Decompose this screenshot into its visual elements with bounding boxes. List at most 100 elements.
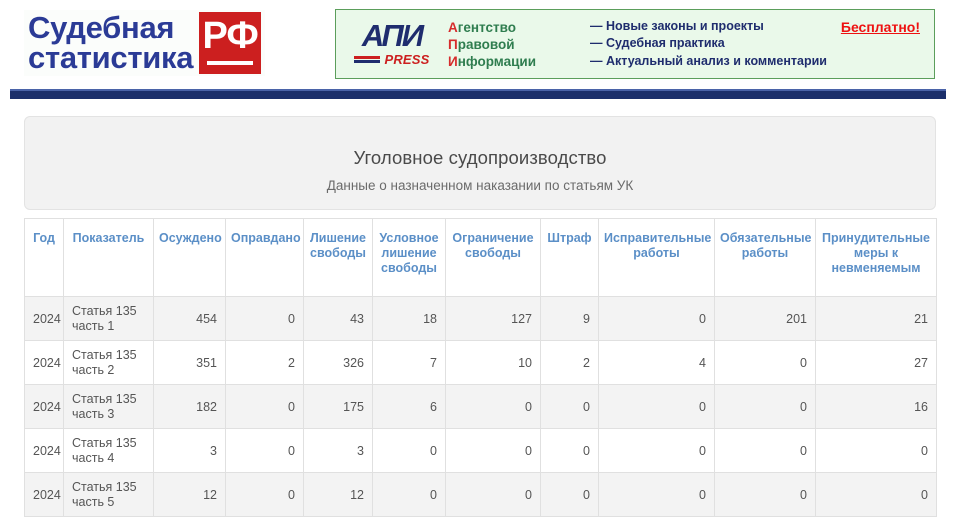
banner-org-line-1: Агентство [448,19,516,35]
cell-convicted: 182 [153,384,226,429]
api-press-logo: АПИ PRESS [346,18,438,67]
cell-indicator: Статья 135 часть 1 [63,296,154,341]
cell-imprisonment: 3 [303,428,373,473]
cell-fine: 2 [540,340,599,385]
rf-badge-text: РФ [202,15,259,57]
cell-indicator: Статья 135 часть 2 [63,340,154,385]
column-header-indicator[interactable]: Показатель [63,218,154,297]
column-header-year[interactable]: Год [24,218,64,297]
cell-compulsory: 21 [815,296,937,341]
cell-convicted: 3 [153,428,226,473]
banner-bullet-2: — Судебная практика [590,36,725,51]
cell-fine: 0 [540,384,599,429]
cell-year: 2024 [24,296,64,341]
table-row[interactable]: 2024 Статья 135 часть 2 351 2 326 7 10 2… [24,340,937,385]
cell-obligatory: 0 [714,428,816,473]
cell-corrective: 0 [598,428,715,473]
cell-acquitted: 2 [225,340,304,385]
cell-restriction: 10 [445,340,541,385]
api-mark-text: АПИ [361,18,424,53]
cell-year: 2024 [24,472,64,517]
cell-obligatory: 0 [714,340,816,385]
cell-imprisonment: 12 [303,472,373,517]
statistics-table: Год Показатель Осуждено Оправдано Лишени… [24,218,937,517]
banner-free-label[interactable]: Бесплатно! [840,19,920,35]
cell-compulsory: 16 [815,384,937,429]
cell-restriction: 0 [445,428,541,473]
header-divider-bar [10,89,946,99]
cell-obligatory: 0 [714,472,816,517]
site-header: Судебная статистика РФ АПИ PRESS [0,0,958,99]
table-row[interactable]: 2024 Статья 135 часть 1 454 0 43 18 127 … [24,296,937,341]
cell-compulsory: 0 [815,472,937,517]
table-row[interactable]: 2024 Статья 135 часть 4 3 0 3 0 0 0 0 0 … [24,428,937,473]
cell-acquitted: 0 [225,428,304,473]
cell-year: 2024 [24,384,64,429]
cell-compulsory: 27 [815,340,937,385]
banner-org-name: Агентство Правовой Информации [448,19,576,70]
cell-year: 2024 [24,340,64,385]
table-header: Год Показатель Осуждено Оправдано Лишени… [24,218,937,297]
cell-suspended: 6 [372,384,446,429]
cell-imprisonment: 326 [303,340,373,385]
cell-indicator: Статья 135 часть 5 [63,472,154,517]
cell-suspended: 0 [372,428,446,473]
cell-obligatory: 201 [714,296,816,341]
column-header-fine[interactable]: Штраф [540,218,599,297]
advertisement-banner[interactable]: АПИ PRESS Агентство Правовой Информации … [335,9,935,79]
banner-org-line-3: Информации [448,53,537,69]
cell-suspended: 7 [372,340,446,385]
cell-restriction: 127 [445,296,541,341]
table-row[interactable]: 2024 Статья 135 часть 3 182 0 175 6 0 0 … [24,384,937,429]
rf-badge-underline [207,61,254,65]
banner-bullet-1: — Новые законы и проекты [590,18,764,33]
column-header-corrective[interactable]: Исправительные работы [598,218,715,297]
column-header-obligatory[interactable]: Обязательные работы [714,218,816,297]
press-bars-icon [354,56,381,63]
page-subtitle: Данные о назначенном наказании по статья… [326,178,634,193]
cell-acquitted: 0 [225,472,304,517]
cell-acquitted: 0 [225,296,304,341]
site-logo-line1: Судебная [28,9,175,45]
cell-fine: 9 [540,296,599,341]
cell-fine: 0 [540,428,599,473]
cell-imprisonment: 43 [303,296,373,341]
cell-convicted: 351 [153,340,226,385]
cell-obligatory: 0 [714,384,816,429]
site-logo-line2: статистика [28,40,194,75]
column-header-suspended[interactable]: Условное лишение свободы [372,218,446,297]
banner-org-line-2: Правовой [448,36,515,52]
cell-year: 2024 [24,428,64,473]
press-label: PRESS [384,52,430,67]
cell-suspended: 18 [372,296,446,341]
cell-compulsory: 0 [815,428,937,473]
banner-bullet-3: — Актуальный анализ и комментарии [590,53,827,68]
cell-fine: 0 [540,472,599,517]
table-body: 2024 Статья 135 часть 1 454 0 43 18 127 … [24,296,937,517]
cell-corrective: 0 [598,472,715,517]
page-title: Уголовное судопроизводство [353,147,607,168]
cell-indicator: Статья 135 часть 4 [63,428,154,473]
table-header-row: Год Показатель Осуждено Оправдано Лишени… [24,218,937,297]
cell-convicted: 12 [153,472,226,517]
column-header-acquitted[interactable]: Оправдано [225,218,304,297]
press-row: PRESS [354,52,429,67]
column-header-imprisonment[interactable]: Лишение свободы [303,218,373,297]
site-logo-text: Судебная статистика [28,9,194,75]
column-header-restriction[interactable]: Ограничение свободы [445,218,541,297]
cell-imprisonment: 175 [303,384,373,429]
table-row[interactable]: 2024 Статья 135 часть 5 12 0 12 0 0 0 0 … [24,472,937,517]
cell-suspended: 0 [372,472,446,517]
report-card: Уголовное судопроизводство Данные о назн… [24,116,937,517]
site-logo[interactable]: Судебная статистика РФ [24,9,266,76]
cell-indicator: Статья 135 часть 3 [63,384,154,429]
cell-convicted: 454 [153,296,226,341]
column-header-compulsory[interactable]: Принудительные меры к невменяемым [815,218,937,297]
cell-corrective: 4 [598,340,715,385]
cell-corrective: 0 [598,384,715,429]
rf-badge-icon: РФ [199,12,262,74]
column-header-convicted[interactable]: Осуждено [153,218,226,297]
cell-restriction: 0 [445,384,541,429]
report-card-header: Уголовное судопроизводство Данные о назн… [24,116,936,210]
